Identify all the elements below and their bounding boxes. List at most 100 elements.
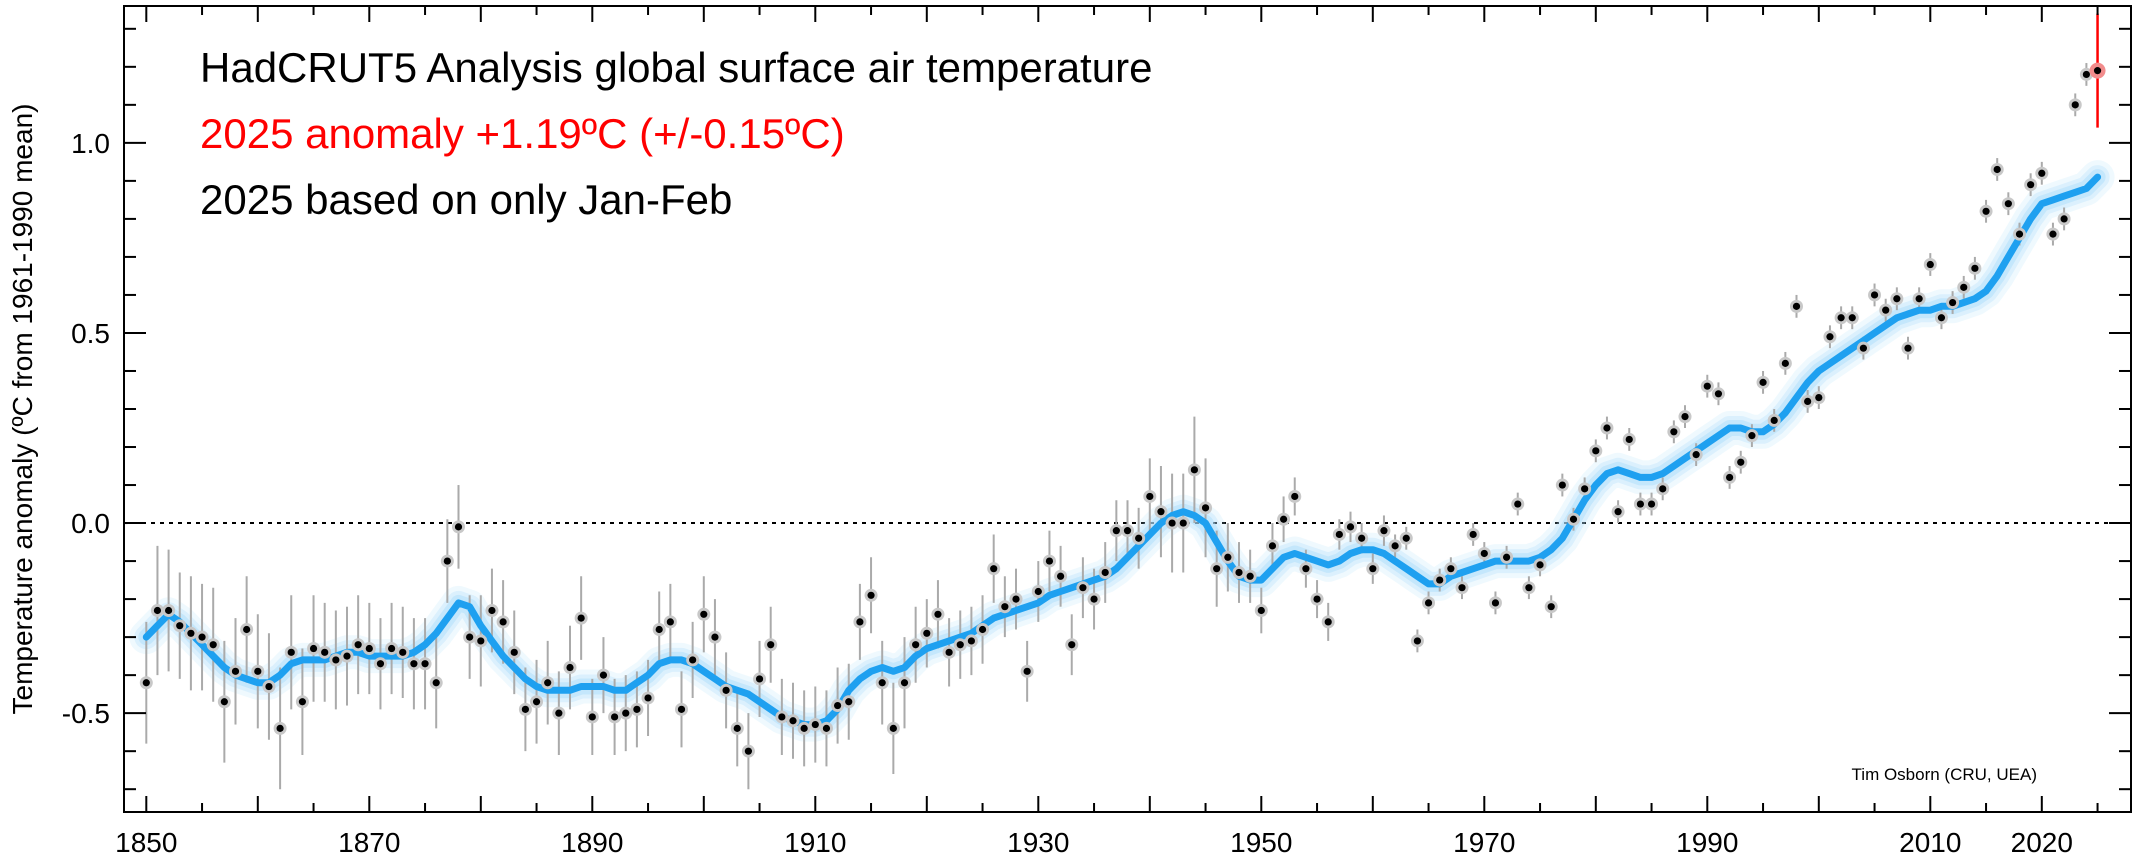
data-point	[1893, 295, 1901, 303]
data-point	[1726, 473, 1734, 482]
data-point	[1647, 500, 1656, 508]
data-point	[666, 618, 674, 626]
x-tick-label: 1890	[561, 827, 623, 858]
data-point	[767, 641, 775, 649]
data-point	[1915, 295, 1923, 303]
data-point	[410, 660, 418, 668]
x-tick-label: 1970	[1453, 827, 1515, 858]
data-point	[198, 633, 206, 641]
data-point	[1614, 508, 1622, 516]
data-point	[1636, 500, 1644, 508]
data-point	[1949, 298, 1957, 307]
data-point	[1781, 359, 1789, 367]
data-point	[343, 652, 351, 660]
data-point	[912, 641, 920, 649]
data-point	[1837, 314, 1845, 322]
data-point	[354, 641, 362, 649]
data-point	[298, 698, 306, 706]
data-point	[633, 705, 641, 713]
x-tick-label: 2010	[1899, 827, 1961, 858]
data-point	[1168, 519, 1176, 527]
data-point	[655, 625, 663, 634]
data-point	[622, 709, 630, 717]
data-point	[1703, 382, 1711, 390]
data-point	[566, 663, 574, 672]
data-point	[153, 606, 162, 615]
data-point	[1536, 561, 1544, 569]
data-point	[1201, 504, 1210, 512]
data-point	[254, 667, 262, 675]
data-point	[1826, 333, 1834, 341]
plot-background	[123, 5, 2132, 813]
data-point	[1547, 603, 1555, 611]
data-point	[700, 610, 708, 618]
data-point	[142, 679, 150, 687]
data-point	[967, 637, 976, 645]
data-point	[923, 629, 931, 637]
data-point	[443, 557, 451, 565]
data-point	[1268, 542, 1277, 550]
data-point	[1335, 530, 1343, 539]
data-point	[231, 667, 240, 675]
data-point	[889, 724, 897, 732]
data-point	[432, 679, 440, 687]
data-point	[1023, 667, 1031, 675]
x-tick-label: 1990	[1676, 827, 1738, 858]
data-point	[265, 682, 273, 691]
data-point	[1224, 553, 1232, 561]
data-point	[1135, 534, 1143, 542]
data-point	[2015, 230, 2024, 238]
data-point	[1748, 432, 1756, 440]
data-point	[309, 644, 318, 653]
data-point	[789, 717, 797, 725]
data-point	[1491, 599, 1500, 607]
data-point	[1603, 424, 1611, 432]
data-point	[521, 705, 530, 713]
data-point	[1045, 557, 1054, 565]
data-point	[822, 724, 831, 732]
data-point	[1525, 584, 1533, 592]
data-point	[2004, 200, 2012, 208]
data-point	[2071, 101, 2079, 109]
y-tick-label: -0.5	[62, 698, 110, 729]
plot-frame	[123, 5, 2132, 813]
data-point	[1625, 435, 1633, 444]
data-point	[1436, 576, 1444, 584]
data-point	[1123, 527, 1132, 535]
data-point	[1413, 637, 1421, 645]
data-point	[677, 705, 686, 713]
y-tick-label: 1.0	[71, 128, 110, 159]
data-point	[956, 641, 964, 649]
data-point	[555, 709, 563, 717]
basis-annotation: 2025 based on only Jan-Feb	[200, 176, 732, 223]
data-point	[243, 625, 251, 634]
data-point	[321, 648, 329, 656]
data-point	[1447, 565, 1455, 573]
data-point	[755, 675, 764, 683]
data-point	[1804, 397, 1812, 405]
data-point	[856, 618, 864, 626]
data-point	[1235, 568, 1243, 577]
data-point	[276, 724, 284, 732]
data-point	[1759, 378, 1767, 386]
data-point	[1569, 515, 1578, 523]
data-point	[599, 671, 608, 679]
data-point	[1402, 534, 1410, 542]
data-point	[1882, 306, 1890, 314]
data-point	[1937, 314, 1946, 322]
data-point	[220, 698, 228, 706]
data-point	[1291, 492, 1299, 501]
data-point	[577, 614, 585, 622]
x-tick-label: 1850	[115, 827, 177, 858]
x-tick-label: 1870	[338, 827, 400, 858]
x-tick-label: 1910	[784, 827, 846, 858]
data-point	[867, 591, 875, 599]
data-point	[611, 713, 619, 721]
data-point	[1714, 390, 1723, 398]
data-point	[1358, 534, 1366, 542]
credit-label: Tim Osborn (CRU, UEA)	[1852, 765, 2037, 784]
data-point	[1391, 542, 1399, 550]
y-axis-ticks: -0.5 0.0 0.5 1.0	[62, 27, 2131, 791]
data-point	[2060, 215, 2068, 223]
data-point	[1904, 344, 1912, 352]
